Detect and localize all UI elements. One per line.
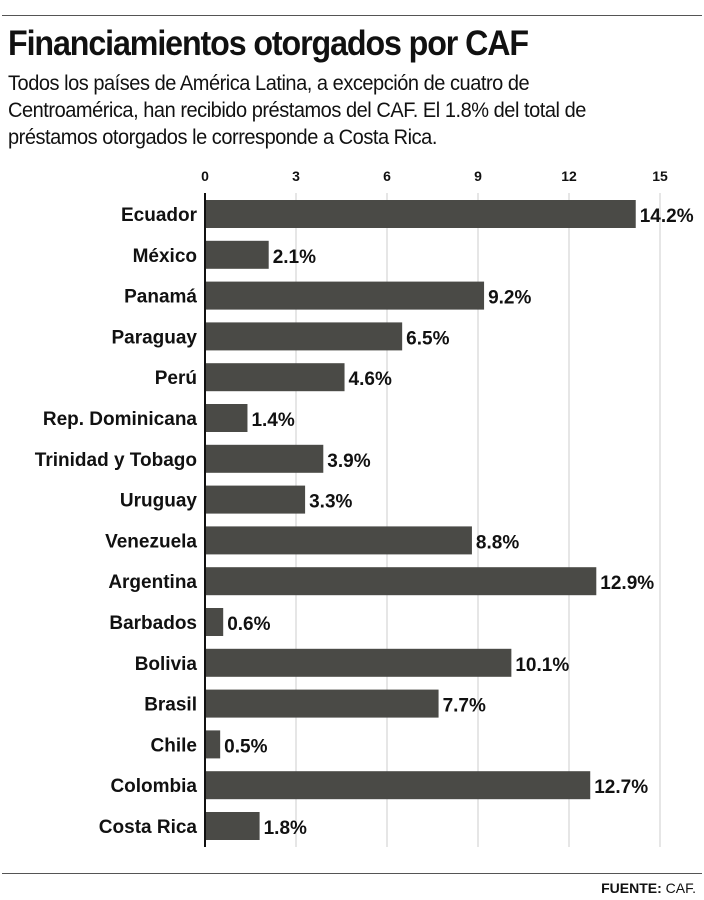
data-label: 3.9%	[327, 451, 370, 472]
data-label: 6.5%	[406, 328, 449, 349]
data-label: 10.1%	[515, 655, 569, 676]
x-tick-label: 6	[383, 168, 391, 184]
data-label: 0.5%	[224, 736, 267, 757]
bar	[205, 526, 472, 555]
chart-subtitle: Todos los países de América Latina, a ex…	[8, 71, 586, 149]
data-label: 1.4%	[251, 410, 294, 431]
bar	[205, 608, 224, 636]
bar	[205, 322, 403, 351]
bar	[205, 648, 512, 677]
category-label: Venezuela	[105, 531, 197, 552]
category-label: Panamá	[124, 287, 197, 308]
category-label: Rep. Dominicana	[43, 409, 198, 430]
category-label: Barbados	[109, 613, 197, 634]
category-label: Trinidad y Tobago	[35, 450, 197, 471]
bar	[205, 281, 485, 310]
x-tick-label: 15	[652, 168, 668, 184]
bar	[205, 444, 324, 473]
data-label: 4.6%	[349, 369, 392, 390]
data-label: 14.2%	[640, 206, 694, 227]
data-label: 3.3%	[309, 492, 352, 513]
bar	[205, 363, 345, 392]
category-label: Colombia	[110, 776, 197, 797]
category-label: Brasil	[144, 695, 197, 716]
bar	[205, 812, 260, 840]
bar	[205, 200, 636, 228]
category-label: Paraguay	[111, 327, 197, 348]
data-label: 8.8%	[476, 532, 519, 553]
bar	[205, 567, 597, 596]
data-label: 0.6%	[227, 614, 270, 635]
x-tick-label: 0	[201, 168, 209, 184]
data-label: 9.2%	[488, 288, 531, 309]
data-label: 12.7%	[594, 777, 648, 798]
source-note: FUENTE: CAF.	[601, 880, 696, 896]
bar	[205, 771, 591, 800]
bar	[205, 689, 439, 718]
x-tick-label: 12	[561, 168, 577, 184]
category-label: Uruguay	[120, 491, 198, 512]
data-label: 12.9%	[600, 573, 654, 594]
bar	[205, 730, 221, 759]
source-label: FUENTE:	[601, 880, 662, 896]
bottom-rule	[2, 873, 702, 874]
category-label: Ecuador	[121, 205, 198, 226]
category-label: Bolivia	[135, 654, 198, 675]
chart-title: Financiamientos otorgados por CAF	[8, 24, 529, 63]
top-rule	[2, 15, 702, 16]
category-label: Costa Rica	[99, 817, 198, 838]
data-label: 1.8%	[264, 818, 307, 839]
x-tick-label: 9	[474, 168, 482, 184]
data-label: 7.7%	[443, 696, 486, 717]
source-value: CAF.	[665, 880, 696, 896]
bar	[205, 485, 306, 514]
category-label: Perú	[155, 368, 197, 389]
bar	[205, 240, 269, 269]
x-tick-label: 3	[292, 168, 300, 184]
data-label: 2.1%	[273, 247, 316, 268]
bar	[205, 404, 248, 432]
category-label: México	[133, 246, 197, 267]
category-label: Argentina	[108, 572, 197, 593]
category-label: Chile	[151, 735, 197, 756]
